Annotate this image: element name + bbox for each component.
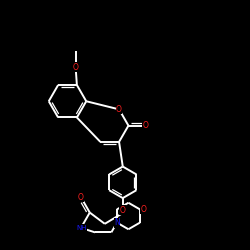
Text: N: N bbox=[114, 218, 120, 227]
Text: O: O bbox=[73, 62, 78, 72]
Text: NH: NH bbox=[76, 225, 87, 231]
Text: O: O bbox=[116, 105, 122, 114]
Text: O: O bbox=[142, 121, 148, 130]
Text: O: O bbox=[120, 206, 126, 214]
Text: O: O bbox=[140, 205, 146, 214]
Text: O: O bbox=[78, 192, 84, 202]
